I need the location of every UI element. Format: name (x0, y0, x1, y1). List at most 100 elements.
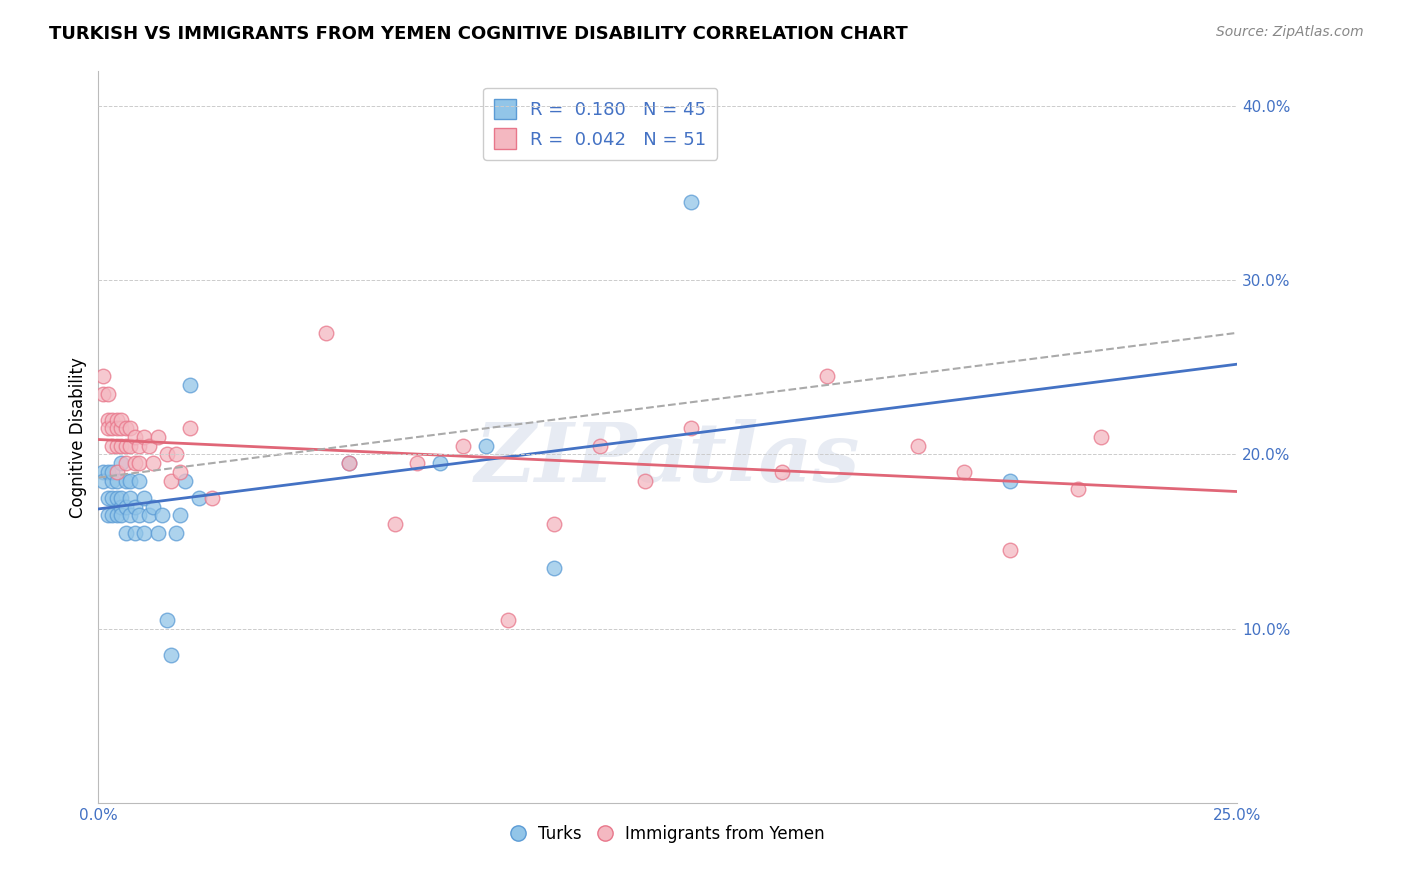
Y-axis label: Cognitive Disability: Cognitive Disability (69, 357, 87, 517)
Point (498, 613, 520, 627)
Point (101, 491, 124, 505)
Point (174, 474, 197, 488)
Text: Source: ZipAtlas.com: Source: ZipAtlas.com (1216, 25, 1364, 39)
Point (128, 474, 150, 488)
Point (384, 517, 406, 532)
Point (150, 508, 173, 523)
Point (138, 508, 160, 523)
Point (114, 474, 136, 488)
Point (165, 448, 187, 462)
Point (124, 430, 146, 444)
Legend: Turks, Immigrants from Yemen: Turks, Immigrants from Yemen (505, 818, 831, 849)
Point (124, 456, 146, 470)
Point (634, 474, 657, 488)
Point (120, 474, 142, 488)
Point (101, 421, 124, 435)
Point (132, 525, 155, 540)
Point (114, 439, 136, 453)
Point (142, 456, 165, 470)
Point (146, 430, 169, 444)
Point (169, 508, 191, 523)
Point (1067, 483, 1090, 497)
Point (132, 491, 155, 505)
Point (201, 491, 224, 505)
Point (114, 456, 136, 470)
Point (679, 421, 702, 435)
Point (998, 474, 1021, 488)
Point (165, 525, 187, 540)
Point (96, 508, 118, 523)
Point (128, 456, 150, 470)
Point (315, 326, 337, 340)
Point (770, 465, 793, 479)
Point (124, 500, 146, 514)
Point (187, 491, 209, 505)
Point (474, 439, 496, 453)
Point (543, 517, 565, 532)
Point (101, 412, 124, 426)
Point (128, 439, 150, 453)
Point (105, 465, 128, 479)
Point (91, 386, 114, 401)
Point (105, 474, 128, 488)
Point (998, 543, 1021, 558)
Point (110, 491, 132, 505)
Point (96, 491, 118, 505)
Point (337, 456, 360, 470)
Point (337, 456, 360, 470)
Point (120, 421, 142, 435)
Point (91, 369, 114, 384)
Point (142, 500, 165, 514)
Point (110, 412, 132, 426)
Point (160, 474, 183, 488)
Point (815, 369, 838, 384)
Point (105, 439, 128, 453)
Point (179, 377, 201, 392)
Point (101, 474, 124, 488)
Point (169, 465, 191, 479)
Point (138, 439, 160, 453)
Point (156, 613, 179, 627)
Point (110, 439, 132, 453)
Text: TURKISH VS IMMIGRANTS FROM YEMEN COGNITIVE DISABILITY CORRELATION CHART: TURKISH VS IMMIGRANTS FROM YEMEN COGNITI… (49, 25, 908, 43)
Point (91, 465, 114, 479)
Point (132, 430, 155, 444)
Point (160, 648, 183, 662)
Point (105, 508, 128, 523)
Point (146, 525, 169, 540)
Text: ZIPatlas: ZIPatlas (475, 419, 860, 499)
Point (101, 439, 124, 453)
Point (114, 500, 136, 514)
Point (110, 508, 132, 523)
Point (91, 474, 114, 488)
Point (110, 421, 132, 435)
Point (120, 491, 142, 505)
Point (96, 465, 118, 479)
Point (96, 412, 118, 426)
Point (451, 439, 474, 453)
Point (179, 421, 201, 435)
Point (101, 508, 124, 523)
Point (120, 508, 142, 523)
Point (110, 456, 132, 470)
Point (907, 439, 929, 453)
Point (96, 421, 118, 435)
Point (953, 465, 976, 479)
Point (114, 525, 136, 540)
Point (101, 465, 124, 479)
Point (114, 421, 136, 435)
Point (105, 491, 128, 505)
Point (679, 194, 702, 209)
Point (1090, 430, 1112, 444)
Point (96, 386, 118, 401)
Point (543, 560, 565, 574)
Point (105, 421, 128, 435)
Point (406, 456, 429, 470)
Point (124, 525, 146, 540)
Point (429, 456, 451, 470)
Point (588, 439, 610, 453)
Point (105, 412, 128, 426)
Point (120, 439, 142, 453)
Point (128, 508, 150, 523)
Point (156, 448, 179, 462)
